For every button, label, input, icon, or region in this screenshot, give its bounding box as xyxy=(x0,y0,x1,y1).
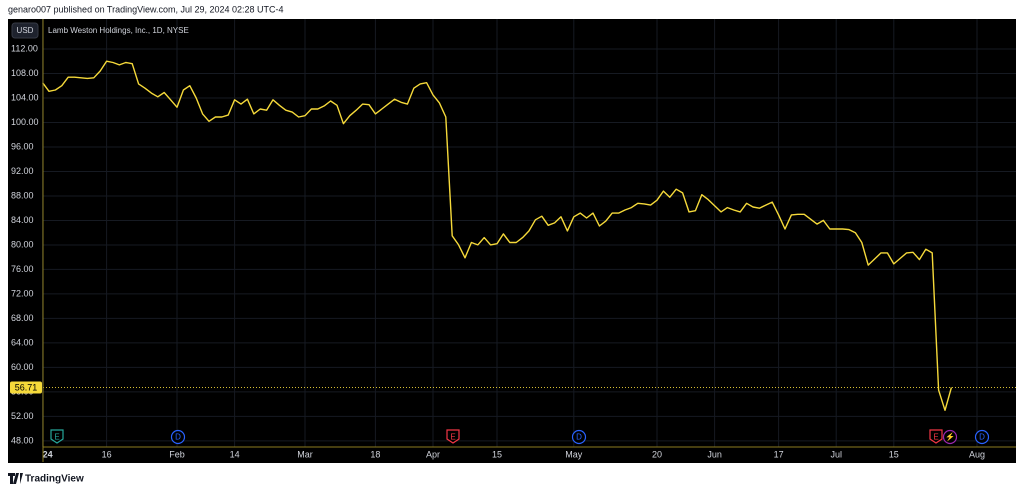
y-tick-label: 104.00 xyxy=(11,92,39,102)
last-value-tag xyxy=(10,381,42,394)
event-icon[interactable] xyxy=(942,429,958,445)
y-tick-label: 112.00 xyxy=(11,43,38,53)
publish-header: genaro007 published on TradingView.com, … xyxy=(8,4,284,14)
event-label: D xyxy=(175,433,181,442)
event-icon[interactable] xyxy=(446,429,460,444)
event-label: D xyxy=(979,433,985,442)
x-tick-label: Mar xyxy=(297,449,313,459)
x-tick-label: Feb xyxy=(169,449,185,459)
y-tick-label: 72.00 xyxy=(11,288,34,298)
y-tick-label: 96.00 xyxy=(11,141,34,151)
event-icon[interactable] xyxy=(929,429,943,444)
x-tick-label: 15 xyxy=(492,449,502,459)
chart-background xyxy=(8,19,1016,463)
y-tick-label: 84.00 xyxy=(11,215,34,225)
y-tick-label: 108.00 xyxy=(11,68,39,78)
logo-text: TradingView xyxy=(25,474,84,485)
y-tick-label: 68.00 xyxy=(11,313,34,323)
event-icon[interactable] xyxy=(974,429,990,445)
event-label: ⚡ xyxy=(945,432,955,442)
y-tick-label: 88.00 xyxy=(11,190,34,200)
x-tick-label: 16 xyxy=(102,449,112,459)
event-icon[interactable] xyxy=(50,429,64,444)
event-icon[interactable] xyxy=(571,429,587,445)
currency-label: USD xyxy=(17,26,34,35)
x-tick-label: 14 xyxy=(230,449,240,459)
y-tick-label: 76.00 xyxy=(11,264,34,274)
logo-mark xyxy=(8,473,23,484)
x-tick-label: 18 xyxy=(370,449,380,459)
y-tick-label: 52.00 xyxy=(11,411,34,421)
x-tick-label: Jul xyxy=(830,449,842,459)
y-tick-label: 100.00 xyxy=(11,117,39,127)
x-tick-label: Jun xyxy=(707,449,722,459)
price-line xyxy=(42,60,953,411)
y-tick-label: 60.00 xyxy=(11,362,34,372)
x-tick-label: 15 xyxy=(889,449,899,459)
event-label: E xyxy=(450,433,455,442)
x-tick-label: Apr xyxy=(426,449,440,459)
x-tick-label: 17 xyxy=(774,449,784,459)
chart-title: Lamb Weston Holdings, Inc., 1D, NYSE xyxy=(48,26,189,35)
x-tick-label: May xyxy=(565,449,583,459)
x-tick-label: 20 xyxy=(652,449,662,459)
last-value-label: 56.71 xyxy=(15,382,38,392)
y-tick-label: 64.00 xyxy=(11,337,34,347)
footer-logo: TradingView xyxy=(8,473,84,485)
event-icon[interactable] xyxy=(170,429,186,445)
y-tick-label: 92.00 xyxy=(11,166,34,176)
x-tick-label: Aug xyxy=(969,449,985,459)
y-tick-label: 80.00 xyxy=(11,239,34,249)
y-tick-label: 48.00 xyxy=(11,435,34,445)
currency-button[interactable] xyxy=(11,22,39,39)
x-tick-label: 24 xyxy=(43,449,53,459)
plot xyxy=(42,60,1016,411)
event-label: D xyxy=(576,433,582,442)
event-label: E xyxy=(54,433,59,442)
event-label: E xyxy=(933,433,938,442)
